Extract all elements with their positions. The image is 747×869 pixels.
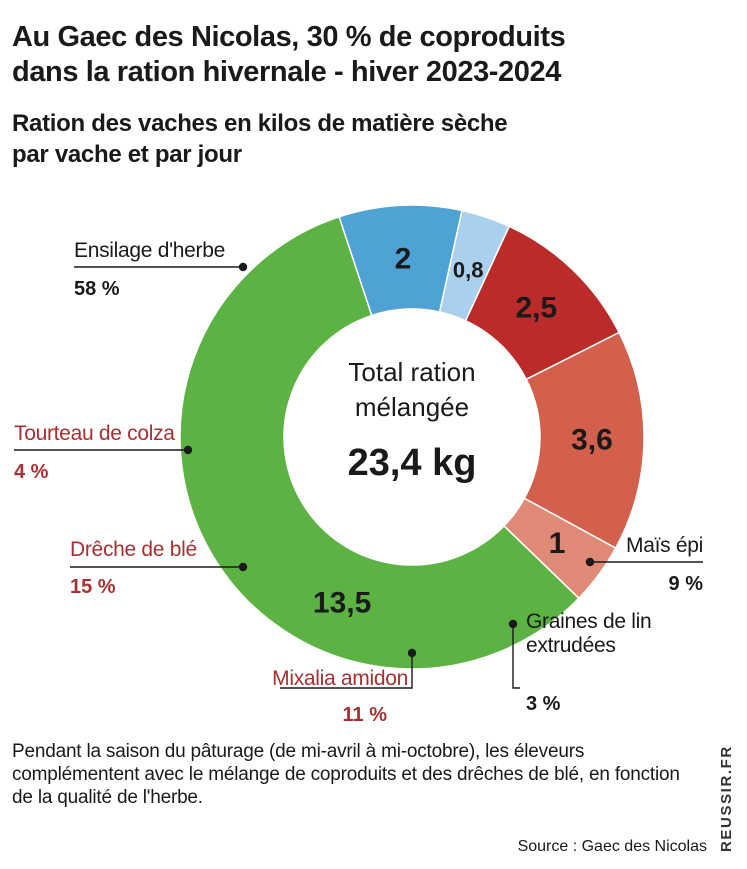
percent-label-tourteau-de-colza: 4 % xyxy=(14,461,49,483)
slice-tourteau-de-colza xyxy=(503,497,617,600)
category-label-dreche-de-ble: Drêche de blé xyxy=(70,538,197,561)
center-total: 23,4 kg xyxy=(348,442,477,484)
callout-dot-mais-epi xyxy=(585,557,595,567)
category-label-graines-de-lin-extrudees-line-2: extrudées xyxy=(526,634,616,657)
callout-dot-dreche-de-ble xyxy=(238,562,248,572)
center-line-1: Total ration xyxy=(348,357,475,387)
value-label-tourteau-de-colza: 1 xyxy=(549,527,566,560)
value-label-graines-de-lin-extrudees: 0,8 xyxy=(453,258,484,283)
percent-label-mais-epi: 9 % xyxy=(669,573,704,595)
category-label-mixalia-amidon: Mixalia amidon xyxy=(272,667,408,690)
category-label-ensilage-d-herbe: Ensilage d'herbe xyxy=(74,239,225,262)
center-line-2: mélangée xyxy=(355,392,469,422)
value-label-ensilage-d-herbe: 13,5 xyxy=(313,586,371,619)
value-label-mixalia-amidon: 2,5 xyxy=(515,292,557,325)
value-label-mais-epi: 2 xyxy=(395,243,412,276)
brand-watermark: REUSSIR.FR xyxy=(718,745,735,852)
category-label-mais-epi: Maïs épi xyxy=(626,534,703,557)
callout-line-graines-de-lin-extrudees xyxy=(512,624,520,689)
callout-dot-graines-de-lin-extrudees xyxy=(508,619,518,629)
category-label-graines-de-lin-extrudees-line-1: Graines de lin xyxy=(526,610,651,633)
percent-label-ensilage-d-herbe: 58 % xyxy=(74,278,120,300)
category-label-tourteau-de-colza: Tourteau de colza xyxy=(14,422,175,445)
callout-dot-tourteau-de-colza xyxy=(183,445,193,455)
percent-label-dreche-de-ble: 15 % xyxy=(70,576,116,598)
slice-ensilage-d-herbe xyxy=(179,215,580,670)
callout-dot-ensilage-d-herbe xyxy=(238,262,248,272)
callout-dot-mixalia-amidon xyxy=(407,648,417,658)
callouts: Ensilage d'herbe 58 % Maïs épi 9 % Graines d… xyxy=(14,239,703,726)
donut-slices: 13,5 2 0,8 2,5 3,6 1 xyxy=(179,204,645,670)
donut-center: Total ration mélangée 23,4 kg xyxy=(348,357,477,484)
value-label-dreche-de-ble: 3,6 xyxy=(571,423,613,456)
chart-title: Au Gaec des Nicolas, 30 % de coproduits … xyxy=(12,21,566,88)
callout-line-mixalia-amidon xyxy=(280,653,413,689)
percent-label-graines-de-lin-extrudees: 3 % xyxy=(526,693,561,715)
chart-subtitle: Ration des vaches en kilos de matière sè… xyxy=(12,110,508,168)
percent-label-mixalia-amidon: 11 % xyxy=(343,704,388,726)
footer-note: Pendant la saison du pâturage (de mi-avr… xyxy=(12,741,680,808)
source-text: Source : Gaec des Nicolas xyxy=(517,838,707,855)
